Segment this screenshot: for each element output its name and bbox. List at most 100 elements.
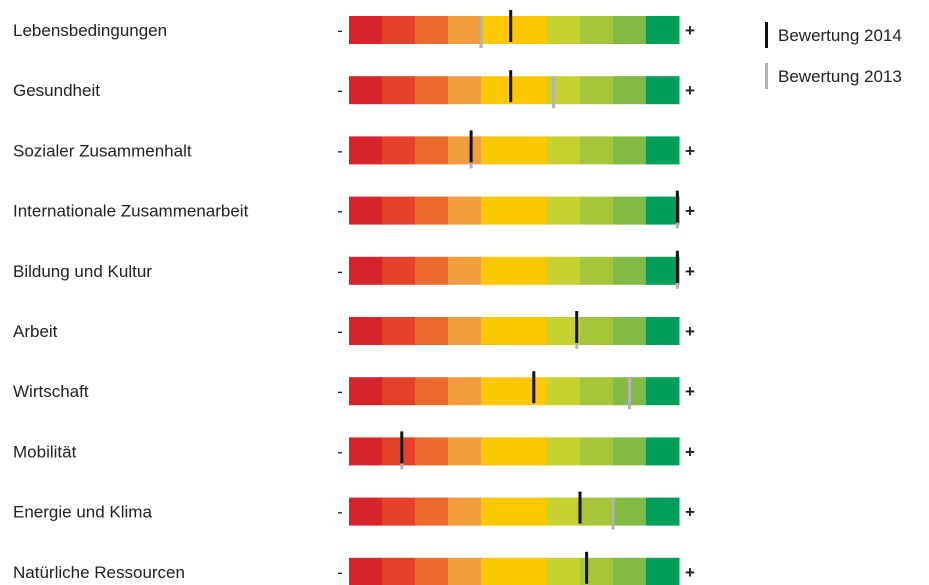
- scale-segment: [448, 557, 482, 585]
- scale-segment: [580, 256, 614, 285]
- scale-segment: [547, 377, 581, 406]
- scale-segment: [382, 557, 416, 585]
- scale-segment: [415, 136, 449, 165]
- scale-segment: [580, 16, 614, 44]
- legend-label: Bewertung 2014: [778, 26, 902, 45]
- scale-min-label: -: [337, 322, 343, 341]
- marker-2014: [585, 551, 589, 584]
- scale-segment: [415, 256, 449, 285]
- scale-segment: [580, 437, 614, 466]
- scale-segment: [481, 557, 515, 585]
- scale-segment: [481, 437, 515, 466]
- scale-segment: [646, 377, 680, 406]
- scale-segment: [613, 76, 647, 105]
- scale-segment: [514, 76, 548, 105]
- scale-segment: [580, 136, 614, 165]
- scale-min-label: -: [337, 442, 343, 461]
- category-label: Natürliche Ressourcen: [13, 563, 185, 582]
- row-arbeit: Arbeit - +: [13, 311, 695, 349]
- scale-segment: [547, 317, 581, 345]
- legend-label: Bewertung 2013: [778, 67, 902, 86]
- marker-2014: [509, 10, 513, 42]
- scale-segment: [481, 377, 515, 406]
- scale-segment: [448, 76, 482, 105]
- scale-segment: [646, 256, 680, 285]
- row-internationale-zusammenarbeit: Internationale Zusammenarbeit - +: [13, 190, 695, 229]
- marker-2013: [479, 16, 483, 48]
- marker-2014: [509, 70, 513, 103]
- scale-segment: [613, 317, 647, 345]
- scale-segment: [349, 557, 383, 585]
- scale-min-label: -: [337, 382, 343, 401]
- scale-segment: [580, 196, 614, 225]
- scale-segment: [349, 317, 383, 345]
- scale-segment: [382, 377, 416, 406]
- scale-segment: [448, 377, 482, 406]
- scale-segment: [547, 136, 581, 165]
- scale-segment: [580, 377, 614, 406]
- scale-segment: [547, 437, 581, 466]
- scale-segment: [547, 196, 581, 225]
- row-gesundheit: Gesundheit - +: [13, 70, 695, 109]
- scale-segment: [646, 557, 680, 585]
- marker-2013: [611, 497, 615, 530]
- scale-segment: [481, 136, 515, 165]
- category-label: Mobilität: [13, 442, 77, 461]
- scale-min-label: -: [337, 81, 343, 100]
- scale-segment: [514, 557, 548, 585]
- row-bildung-und-kultur: Bildung und Kultur - +: [13, 250, 695, 289]
- scale-segment: [514, 256, 548, 285]
- scale-segment: [415, 16, 449, 44]
- scale-segment: [415, 317, 449, 345]
- scale-max-label: +: [685, 563, 695, 582]
- scale-segment: [646, 136, 680, 165]
- scale-segment: [415, 557, 449, 585]
- scale-segment: [415, 196, 449, 225]
- scale-min-label: -: [337, 503, 343, 522]
- chart-rows: Lebensbedingungen - +Gesundheit - +Sozialer …: [13, 10, 695, 585]
- scale-segment: [613, 196, 647, 225]
- scale-min-label: -: [337, 21, 343, 40]
- scale-segment: [415, 437, 449, 466]
- scale-segment: [646, 317, 680, 345]
- scale-segment: [547, 557, 581, 585]
- scale-segment: [415, 497, 449, 526]
- category-label: Arbeit: [13, 322, 58, 341]
- scale-segment: [382, 136, 416, 165]
- scale-segment: [382, 196, 416, 225]
- marker-2014: [575, 311, 579, 343]
- marker-2013: [628, 377, 631, 410]
- scale-segment: [514, 317, 548, 345]
- row-natuerliche-ressourcen: Natürliche Ressourcen - +: [13, 551, 695, 585]
- category-label: Energie und Klima: [13, 503, 152, 522]
- scale-segment: [646, 16, 680, 44]
- scale-segment: [481, 76, 515, 105]
- scale-segment: [448, 16, 482, 44]
- marker-2013: [552, 76, 556, 109]
- scale-segment: [349, 76, 383, 105]
- scale-segment: [382, 497, 416, 526]
- scale-segment: [547, 16, 581, 44]
- scale-max-label: +: [685, 141, 695, 160]
- category-label: Gesundheit: [13, 81, 100, 100]
- scale-segment: [646, 437, 680, 466]
- row-mobilitaet: Mobilität - +: [13, 431, 695, 470]
- row-sozialer-zusammenhalt: Sozialer Zusammenhalt - +: [13, 130, 695, 169]
- scale-segment: [514, 437, 548, 466]
- scale-segment: [514, 196, 548, 225]
- scale-segment: [580, 317, 614, 345]
- scale-segment: [547, 256, 581, 285]
- scale-segment: [481, 317, 515, 345]
- scale-segment: [415, 76, 449, 105]
- scale-max-label: +: [685, 202, 695, 221]
- scale-segment: [613, 136, 647, 165]
- scale-segment: [613, 497, 647, 526]
- scale-segment: [448, 196, 482, 225]
- scale-max-label: +: [685, 21, 695, 40]
- row-wirtschaft: Wirtschaft - +: [13, 371, 695, 410]
- category-label: Bildung und Kultur: [13, 262, 152, 281]
- row-energie-und-klima: Energie und Klima - +: [13, 491, 695, 530]
- scale-segment: [448, 437, 482, 466]
- legend-item-2014: Bewertung 2014: [765, 22, 902, 48]
